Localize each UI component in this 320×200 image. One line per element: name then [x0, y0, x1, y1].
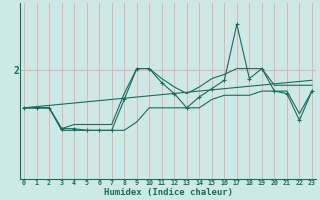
X-axis label: Humidex (Indice chaleur): Humidex (Indice chaleur)	[103, 188, 233, 197]
